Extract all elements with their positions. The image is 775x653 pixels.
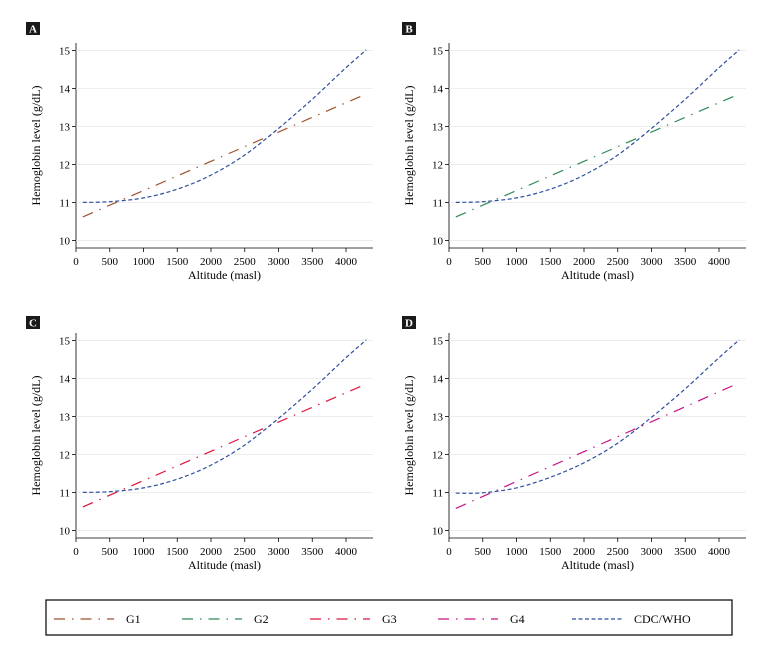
y-tick-label: 13 bbox=[432, 122, 444, 134]
legend-label: G1 bbox=[126, 612, 141, 626]
y-tick-label: 14 bbox=[432, 374, 444, 386]
x-tick-label: 2500 bbox=[234, 546, 257, 558]
x-tick-label: 4000 bbox=[335, 546, 358, 558]
x-tick-label: 0 bbox=[446, 546, 452, 558]
y-tick-label: 15 bbox=[59, 336, 71, 348]
legend-label: CDC/WHO bbox=[634, 612, 691, 626]
legend-frame bbox=[45, 599, 733, 636]
y-tick-label: 12 bbox=[59, 449, 70, 461]
x-tick-label: 1000 bbox=[506, 256, 529, 268]
x-tick-label: 0 bbox=[446, 256, 452, 268]
y-tick-label: 11 bbox=[59, 487, 70, 499]
y-tick-label: 13 bbox=[59, 412, 71, 424]
x-tick-label: 0 bbox=[73, 546, 79, 558]
x-tick-label: 3500 bbox=[674, 256, 697, 268]
y-tick-label: 13 bbox=[59, 122, 71, 134]
x-tick-label: 1500 bbox=[539, 256, 562, 268]
x-tick-label: 2500 bbox=[607, 546, 630, 558]
x-tick-label: 2000 bbox=[200, 256, 223, 268]
panel-letter: B bbox=[405, 24, 413, 36]
y-tick-label: 15 bbox=[432, 336, 444, 348]
legend-label: G3 bbox=[382, 612, 397, 626]
x-tick-label: 2000 bbox=[573, 256, 596, 268]
x-tick-label: 2500 bbox=[234, 256, 257, 268]
y-tick-label: 14 bbox=[59, 374, 71, 386]
x-axis-title: Altitude (masl) bbox=[561, 268, 634, 282]
y-tick-label: 11 bbox=[432, 197, 443, 209]
x-tick-label: 2500 bbox=[607, 256, 630, 268]
panel-badge bbox=[26, 22, 40, 35]
panel-letter: D bbox=[405, 318, 413, 330]
x-tick-label: 1500 bbox=[166, 546, 189, 558]
x-tick-label: 3500 bbox=[301, 256, 324, 268]
panel-A: A 10 11 12 13 14 15 0 500 1000 1500 2000 2500 3000 350… bbox=[26, 22, 373, 282]
series-line-g2 bbox=[455, 94, 737, 218]
x-tick-label: 1000 bbox=[133, 256, 156, 268]
series-line-cdc-who bbox=[82, 49, 367, 203]
y-axis-title: Hemoglobin level (g/dL) bbox=[29, 376, 43, 496]
panel-badge bbox=[402, 22, 416, 35]
series-line-cdc-who bbox=[82, 339, 367, 493]
series-line-g4 bbox=[455, 383, 737, 509]
x-tick-label: 4000 bbox=[708, 546, 731, 558]
series-line-g1 bbox=[82, 94, 364, 218]
x-tick-label: 1000 bbox=[133, 546, 156, 558]
x-tick-label: 500 bbox=[102, 546, 119, 558]
x-tick-label: 4000 bbox=[335, 256, 358, 268]
x-axis-title: Altitude (masl) bbox=[188, 558, 261, 572]
series-line-g3 bbox=[82, 384, 364, 508]
x-tick-label: 3000 bbox=[268, 256, 291, 268]
x-tick-label: 2000 bbox=[573, 546, 596, 558]
y-axis-title: Hemoglobin level (g/dL) bbox=[402, 86, 416, 206]
panel-B: B 10 11 12 13 14 15 0 500 1000 1500 2000 2500 3000 350… bbox=[402, 22, 746, 282]
panel-letter: A bbox=[29, 24, 37, 36]
x-tick-label: 500 bbox=[102, 256, 119, 268]
panel-letter: C bbox=[29, 318, 37, 330]
panel-D: D 10 11 12 13 14 15 0 500 1000 1500 2000 2500 3000 350… bbox=[402, 316, 746, 572]
legend-label: G4 bbox=[510, 612, 525, 626]
y-tick-label: 14 bbox=[59, 84, 71, 96]
y-tick-label: 15 bbox=[59, 46, 71, 58]
y-tick-label: 12 bbox=[432, 449, 443, 461]
x-axis-title: Altitude (masl) bbox=[188, 268, 261, 282]
panel-badge bbox=[26, 316, 40, 329]
series-line-cdc-who bbox=[455, 339, 740, 494]
x-tick-label: 3000 bbox=[641, 546, 664, 558]
y-tick-label: 12 bbox=[59, 159, 70, 171]
panel-C: C 10 11 12 13 14 15 0 500 1000 1500 2000 2500 3000 350… bbox=[26, 316, 373, 572]
y-tick-label: 12 bbox=[432, 159, 443, 171]
y-tick-label: 10 bbox=[59, 525, 71, 537]
x-axis-title: Altitude (masl) bbox=[561, 558, 634, 572]
x-tick-label: 1500 bbox=[539, 546, 562, 558]
y-tick-label: 10 bbox=[59, 235, 71, 247]
y-tick-label: 14 bbox=[432, 84, 444, 96]
y-tick-label: 15 bbox=[432, 46, 444, 58]
y-tick-label: 11 bbox=[59, 197, 70, 209]
x-tick-label: 4000 bbox=[708, 256, 731, 268]
x-tick-label: 2000 bbox=[200, 546, 223, 558]
x-tick-label: 1500 bbox=[166, 256, 189, 268]
y-tick-label: 13 bbox=[432, 412, 444, 424]
legend: G1 G2 G3 G4 CDC/WHO bbox=[45, 599, 733, 636]
legend-label: G2 bbox=[254, 612, 269, 626]
series-line-cdc-who bbox=[455, 49, 740, 203]
x-tick-label: 3500 bbox=[301, 546, 324, 558]
x-tick-label: 500 bbox=[475, 256, 492, 268]
x-tick-label: 3000 bbox=[268, 546, 291, 558]
y-tick-label: 10 bbox=[432, 235, 444, 247]
y-axis-title: Hemoglobin level (g/dL) bbox=[402, 376, 416, 496]
x-tick-label: 0 bbox=[73, 256, 79, 268]
y-axis-title: Hemoglobin level (g/dL) bbox=[29, 86, 43, 206]
x-tick-label: 500 bbox=[475, 546, 492, 558]
x-tick-label: 3000 bbox=[641, 256, 664, 268]
x-tick-label: 1000 bbox=[506, 546, 529, 558]
panel-badge bbox=[402, 316, 416, 329]
x-tick-label: 3500 bbox=[674, 546, 697, 558]
y-tick-label: 10 bbox=[432, 525, 444, 537]
y-tick-label: 11 bbox=[432, 487, 443, 499]
